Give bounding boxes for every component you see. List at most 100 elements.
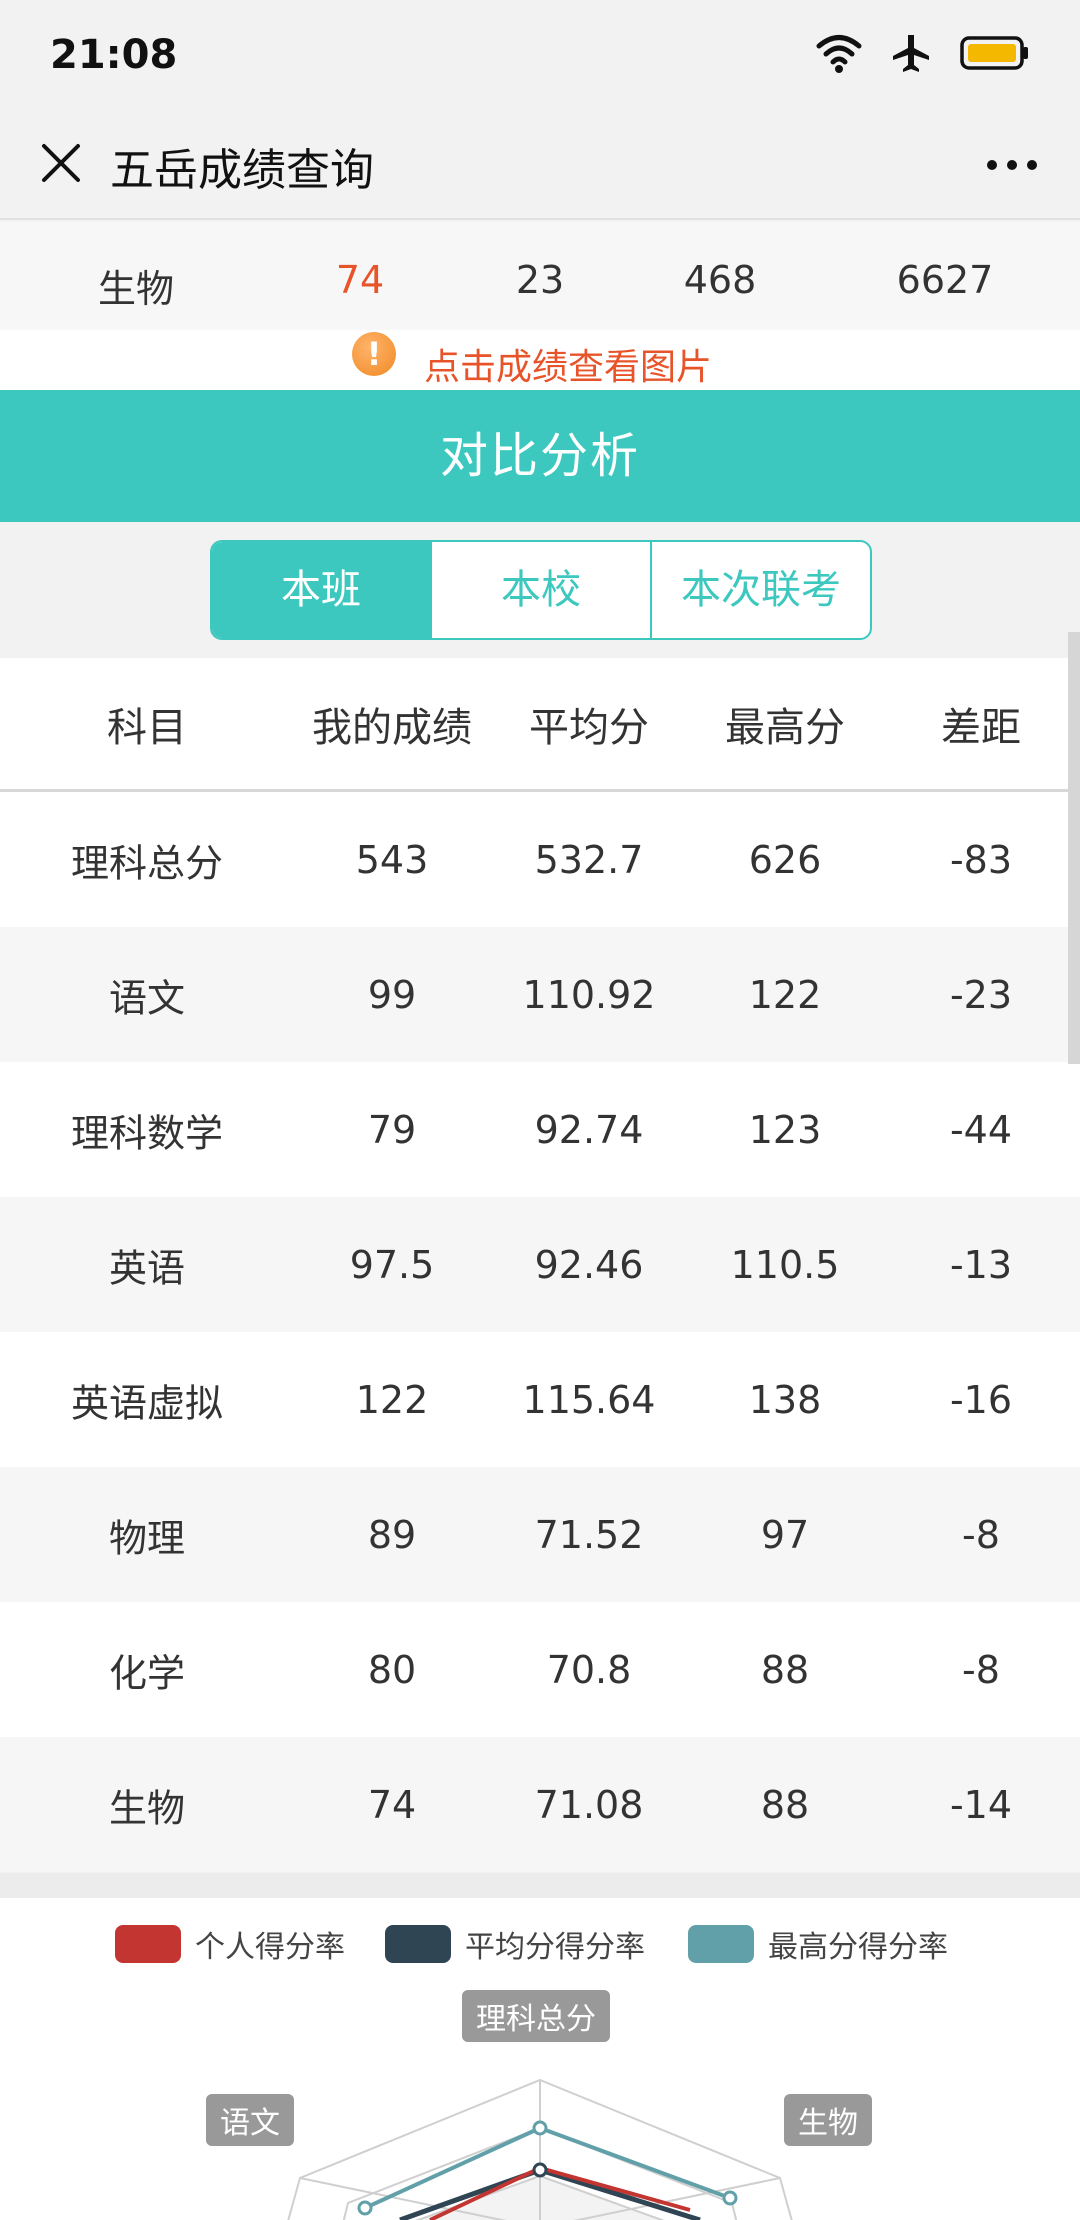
cell-average: 92.74 (534, 1107, 644, 1152)
cell-average: 71.52 (534, 1512, 644, 1557)
cell-highest: 110.5 (730, 1242, 840, 1287)
radar-point-highest (357, 2200, 373, 2216)
legend-label-personal: 个人得分率 (195, 1930, 345, 1965)
status-bar: 21:08 (0, 0, 1080, 110)
table-row: 理科数学 79 92.74 123 -44 (0, 1062, 1080, 1197)
radar-point-highest (532, 2120, 548, 2136)
header-highest: 最高分 (725, 704, 845, 751)
cell-gap: -8 (962, 1647, 1000, 1692)
cell-my-score: 79 (367, 1107, 417, 1152)
cell-average: 71.08 (534, 1782, 644, 1827)
score-row-partial[interactable]: 生物 74 23 468 6627 (0, 222, 1080, 330)
comparison-table: 科目 我的成绩 平均分 最高分 差距 理科总分 543 532.7 626 -8… (0, 658, 1080, 1872)
radar-axis-label-biology: 生物 (784, 2094, 872, 2146)
cell-subject: 物理 (108, 1516, 186, 1560)
more-button[interactable] (972, 132, 1052, 198)
cell-highest: 123 (748, 1107, 822, 1152)
cell-subject: 理科数学 (70, 1111, 224, 1155)
status-icons (816, 30, 1030, 80)
radar-grid (287, 2078, 793, 2220)
table-row: 英语 97.5 92.46 110.5 -13 (0, 1197, 1080, 1332)
cell-average: 115.64 (522, 1377, 656, 1422)
close-button[interactable] (28, 132, 94, 198)
cell-subject: 理科总分 (70, 841, 224, 885)
table-row: 化学 80 70.8 88 -8 (0, 1602, 1080, 1737)
radar-chart: 个人得分率 平均分得分率 最高分得分率 理科总分 语文 生物 (0, 1898, 1080, 2220)
legend-item-personal[interactable]: 个人得分率 (115, 1924, 345, 1965)
more-icon (986, 156, 1038, 175)
table-row: 英语虚拟 122 115.64 138 -16 (0, 1332, 1080, 1467)
notice-text: 点击成绩查看图片 (424, 347, 713, 388)
radar-point-highest (722, 2190, 738, 2206)
tab-school[interactable]: 本校 (430, 542, 650, 638)
cell-gap: -16 (949, 1377, 1013, 1422)
cell-my-score: 80 (367, 1647, 417, 1692)
cell-highest: 88 (760, 1782, 810, 1827)
prev-col4: 6627 (896, 258, 994, 302)
status-time: 21:08 (50, 32, 178, 78)
cell-subject: 生物 (108, 1786, 186, 1830)
cell-gap: -13 (949, 1242, 1013, 1287)
table-row: 理科总分 543 532.7 626 -83 (0, 792, 1080, 927)
cell-subject: 化学 (108, 1651, 186, 1695)
cell-my-score: 89 (367, 1512, 417, 1557)
legend-item-average[interactable]: 平均分得分率 (385, 1924, 645, 1965)
table-header: 科目 我的成绩 平均分 最高分 差距 (0, 658, 1080, 792)
section-divider (0, 1873, 1080, 1898)
tab-class[interactable]: 本班 (212, 542, 430, 638)
tabs-area: 本班 本校 本次联考 (0, 522, 1080, 658)
legend-label-average: 平均分得分率 (465, 1930, 645, 1965)
cell-gap: -14 (949, 1782, 1013, 1827)
cell-highest: 97 (760, 1512, 810, 1557)
alert-icon: ! (352, 332, 396, 376)
header-subject: 科目 (107, 704, 187, 751)
chart-legend: 个人得分率 平均分得分率 最高分得分率 (0, 1912, 1080, 1972)
cell-my-score: 74 (367, 1782, 417, 1827)
radar-grid-ring (287, 2078, 793, 2220)
legend-swatch-personal (115, 1925, 181, 1963)
table-row: 物理 89 71.52 97 -8 (0, 1467, 1080, 1602)
prev-col3: 468 (683, 258, 757, 302)
cell-highest: 88 (760, 1647, 810, 1692)
legend-swatch-highest (688, 1925, 754, 1963)
cell-gap: -23 (949, 972, 1013, 1017)
radar-grid-ring (342, 2126, 738, 2220)
table-scrollbar[interactable] (1068, 632, 1080, 1064)
cell-average: 532.7 (534, 837, 644, 882)
legend-item-highest[interactable]: 最高分得分率 (688, 1924, 948, 1965)
header-my-score: 我的成绩 (312, 704, 472, 751)
tab-joint-exam[interactable]: 本次联考 (650, 542, 870, 638)
cell-highest: 122 (748, 972, 822, 1017)
cell-gap: -83 (949, 837, 1013, 882)
airplane-icon (890, 32, 932, 78)
radar-point-average (532, 2162, 548, 2178)
header-average: 平均分 (529, 704, 649, 751)
cell-average: 92.46 (534, 1242, 644, 1287)
wifi-icon (816, 33, 862, 77)
table-row: 语文 99 110.92 122 -23 (0, 927, 1080, 1062)
cell-my-score: 543 (355, 837, 429, 882)
prev-score[interactable]: 74 (335, 258, 385, 302)
battery-icon (960, 35, 1030, 75)
cell-subject: 英语虚拟 (70, 1381, 224, 1425)
title-bar: 五岳成绩查询 (0, 110, 1080, 220)
comparison-tabs: 本班 本校 本次联考 (210, 540, 872, 640)
cell-highest: 138 (748, 1377, 822, 1422)
cell-gap: -44 (949, 1107, 1013, 1152)
cell-subject: 语文 (108, 976, 186, 1020)
cell-highest: 626 (748, 837, 822, 882)
table-row: 生物 74 71.08 88 -14 (0, 1737, 1080, 1872)
cell-average: 110.92 (522, 972, 656, 1017)
close-icon (40, 142, 82, 188)
radar-plot (287, 2078, 793, 2220)
cell-subject: 英语 (108, 1246, 186, 1290)
legend-swatch-average (385, 1925, 451, 1963)
legend-label-highest: 最高分得分率 (768, 1930, 948, 1965)
prev-col2: 23 (515, 258, 565, 302)
radar-axis-label-chinese: 语文 (206, 2094, 294, 2146)
cell-my-score: 122 (355, 1377, 429, 1422)
notice-bar: ! 点击成绩查看图片 (0, 330, 1080, 390)
header-gap: 差距 (941, 704, 1021, 751)
cell-gap: -8 (962, 1512, 1000, 1557)
cell-average: 70.8 (546, 1647, 632, 1692)
